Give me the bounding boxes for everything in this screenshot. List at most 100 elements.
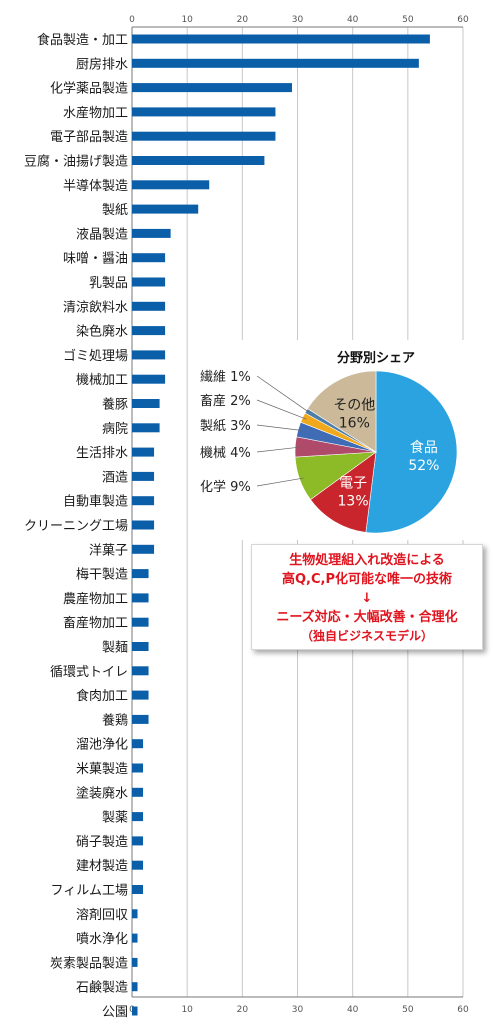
category-label: 溜池浄化 — [76, 738, 128, 753]
category-label: 食品製造・加工 — [37, 32, 128, 48]
bar — [132, 763, 144, 773]
x-tick-label-bottom: 10 — [181, 1005, 193, 1015]
bar — [132, 228, 171, 238]
category-label: 農産物加工 — [63, 591, 128, 607]
callout-line-3: ニーズ対応・大幅改善・合理化 — [276, 610, 458, 625]
x-tick-label-bottom: 40 — [347, 1005, 359, 1015]
callout-box: 生物処理組入れ改造による 高Q,C,P化可能な唯一の技術 ↓ ニーズ対応・大幅改… — [251, 544, 483, 650]
pie-chart: 食品 52% 電子 13% その他 16% 繊維 1% 畜産 2% 製紙 3% 機械 4% 化学 9… — [200, 369, 458, 534]
bar — [132, 180, 210, 190]
category-label: 硝子製造 — [76, 835, 128, 850]
x-tick-label-top: 50 — [402, 15, 414, 25]
pie-outside-label: 繊維 1% — [200, 369, 251, 385]
category-label: 製紙 — [102, 203, 128, 218]
x-tick-label-top: 0 — [129, 15, 135, 25]
category-label: 製薬 — [102, 811, 128, 826]
x-tick-label-bottom: 30 — [292, 1005, 304, 1015]
bar — [132, 690, 149, 700]
pie-leader-line — [256, 424, 303, 431]
bar — [132, 34, 430, 44]
category-label: 生活排水 — [76, 446, 128, 461]
bar — [132, 58, 419, 68]
pie-outside-label: 機械 4% — [200, 446, 251, 461]
bar — [132, 423, 160, 433]
category-label: 乳製品 — [89, 276, 128, 291]
bar — [132, 909, 138, 919]
pie-leader-line — [256, 399, 307, 420]
bar — [132, 131, 276, 141]
category-label: 米菓製造 — [76, 762, 128, 777]
bar — [132, 569, 149, 579]
pie-leader-line — [256, 477, 304, 487]
pie-slice-percent: 52% — [408, 458, 439, 474]
category-label: 建材製造 — [76, 859, 128, 874]
category-label: 厨房排水 — [76, 56, 128, 72]
bar — [132, 885, 144, 894]
bar — [132, 593, 149, 603]
category-label: 噴水浄化 — [76, 932, 128, 947]
x-tick-label-top: 20 — [237, 15, 249, 25]
category-label: 食肉加工 — [76, 688, 128, 704]
bar — [132, 739, 144, 749]
category-label: 染色廃水 — [76, 324, 128, 340]
pie-leader-line — [256, 446, 300, 453]
callout-line-2: 高Q,C,P化可能な唯一の技術 — [282, 572, 452, 587]
pie-leader-line — [256, 375, 310, 414]
category-label: 液晶製造 — [76, 227, 128, 242]
bar-series — [132, 34, 430, 1016]
category-label: 病院 — [102, 422, 128, 437]
pie-outside-label: 製紙 3% — [200, 419, 251, 434]
bar — [132, 617, 149, 627]
category-label: 石鹸製造 — [76, 981, 128, 996]
bar — [132, 544, 155, 554]
bar — [132, 350, 166, 360]
category-label: 養豚 — [102, 397, 128, 413]
pie-slice-percent: 13% — [338, 494, 369, 510]
category-label: ゴミ処理場 — [63, 348, 128, 364]
bar — [132, 836, 144, 846]
category-label: 化学薬品製造 — [50, 81, 128, 97]
category-label: フィルム工場 — [51, 884, 128, 899]
x-tick-label-top: 60 — [457, 15, 469, 25]
x-tick-label-bottom: 60 — [457, 1005, 469, 1015]
bar — [132, 253, 166, 263]
bar — [132, 107, 276, 117]
bar — [132, 156, 265, 165]
bar — [132, 1006, 138, 1016]
category-label: 清涼飲料水 — [63, 299, 128, 315]
category-label: 畜産物加工 — [63, 615, 128, 631]
bar — [132, 520, 155, 530]
category-label: 洋菓子 — [89, 543, 128, 558]
bar — [132, 933, 138, 943]
category-label: 梅干製造 — [76, 568, 128, 583]
bar — [132, 642, 149, 651]
category-label: 公園 — [102, 1005, 128, 1020]
category-label: 自動車製造 — [63, 495, 128, 510]
bar — [132, 982, 138, 992]
callout-line-1: 生物処理組入れ改造による — [289, 553, 445, 568]
category-label: 溶剤回収 — [76, 907, 128, 923]
bar — [132, 666, 149, 676]
pie-slice-label: その他 — [333, 398, 375, 414]
bar — [132, 301, 166, 311]
x-tick-labels-top: 0 10 20 30 40 50 60 — [129, 15, 469, 25]
bar — [132, 447, 155, 457]
pie-outside-label: 化学 9% — [200, 479, 251, 495]
category-label: 半導体製造 — [63, 179, 128, 194]
bar — [132, 812, 144, 822]
pie-slice — [307, 370, 377, 453]
bar — [132, 860, 144, 870]
category-label: 酒造 — [102, 470, 128, 485]
bar — [132, 787, 144, 797]
pie-title: 分野別シェア — [337, 350, 415, 366]
category-label: 養鶏 — [102, 712, 128, 728]
pie-slice — [310, 451, 377, 533]
x-tick-label-top: 40 — [347, 15, 359, 25]
x-tick-label-top: 10 — [181, 15, 193, 25]
x-tick-label-top: 30 — [292, 15, 304, 25]
category-labels: 食品製造・加工厨房排水化学薬品製造水産物加工電子部品製造豆腐・油揚げ製造半導体製… — [24, 32, 128, 1020]
bar — [132, 714, 149, 724]
pie-slice-label: 電子 — [339, 476, 367, 492]
